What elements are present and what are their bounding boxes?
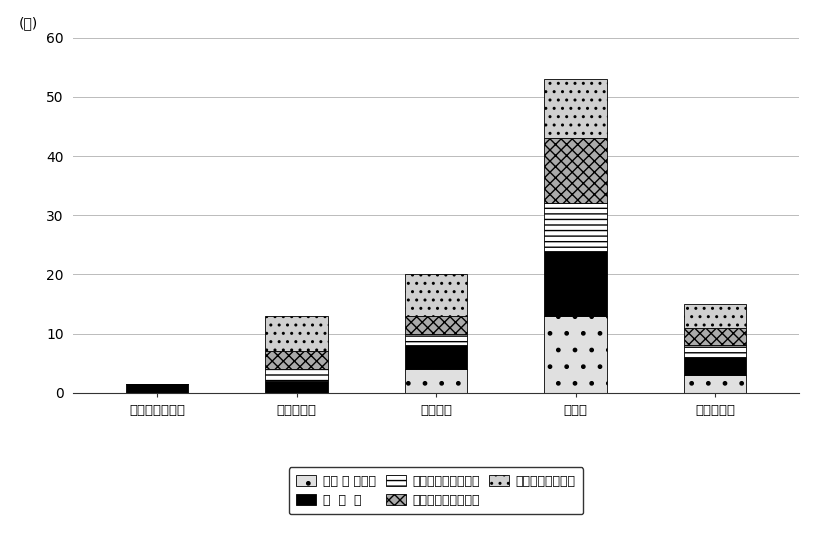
Bar <box>544 79 607 138</box>
Bar <box>684 328 747 345</box>
Text: (명): (명) <box>19 17 38 31</box>
Bar <box>404 316 468 334</box>
Legend: 교수 및 연구원, 공  무  원, 공공개발사업시행자, 민간개발사업시행자, 부동산관련종사자: 교수 및 연구원, 공 무 원, 공공개발사업시행자, 민간개발사업시행자, 부… <box>289 467 584 514</box>
Bar <box>684 304 747 328</box>
Bar <box>544 251 607 316</box>
Bar <box>684 357 747 375</box>
Bar <box>404 334 468 345</box>
Bar <box>684 375 747 393</box>
Bar <box>404 274 468 316</box>
Bar <box>265 369 328 381</box>
Bar <box>544 203 607 251</box>
Bar <box>544 316 607 393</box>
Bar <box>684 345 747 357</box>
Bar <box>404 345 468 369</box>
Bar <box>265 351 328 369</box>
Bar <box>265 316 328 351</box>
Bar <box>265 381 328 393</box>
Bar <box>126 384 188 393</box>
Bar <box>404 369 468 393</box>
Bar <box>544 138 607 203</box>
